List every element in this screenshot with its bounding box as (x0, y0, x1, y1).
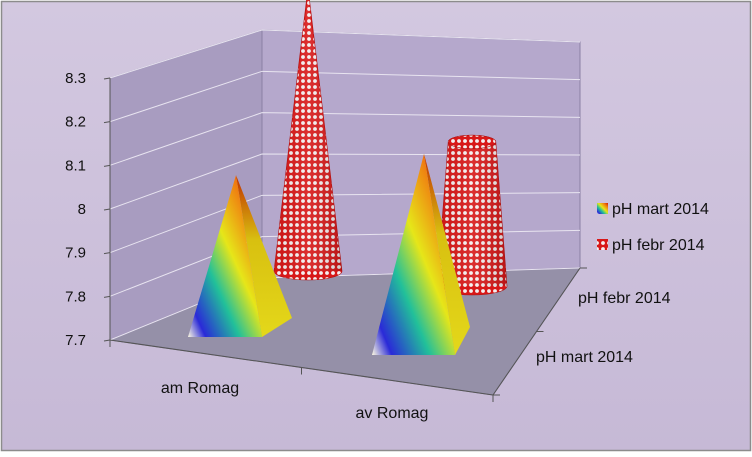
y-tick-mark (103, 77, 111, 80)
y-tick-mark (103, 295, 111, 298)
depth-category-label: pH febr 2014 (578, 290, 671, 307)
legend-swatch (597, 203, 608, 214)
x-category-label: am Romag (161, 380, 239, 397)
pyramid-mark (188, 175, 292, 337)
y-gridline (109, 112, 581, 166)
legend-item: pH febr 2014 (597, 237, 705, 254)
y-tick-label: 8.3 (65, 70, 86, 87)
y-tick-mark (103, 339, 111, 342)
y-tick-label: 8.2 (65, 114, 86, 131)
cone-mark (436, 134, 508, 296)
y-tick-label: 7.8 (65, 288, 86, 305)
depth-category-label: pH mart 2014 (536, 349, 633, 366)
y-tick-mark (103, 208, 111, 211)
y-tick-mark (103, 164, 111, 167)
y-gridline (109, 70, 581, 123)
y-tick-label: 7.9 (65, 245, 86, 262)
legend: pH mart 2014 pH febr 2014 (597, 201, 709, 254)
x-category-label: av Romag (356, 405, 429, 422)
y-tick-mark (103, 121, 111, 124)
cone-mark (273, 0, 343, 281)
legend-swatch (597, 239, 608, 250)
legend-item: pH mart 2014 (597, 201, 709, 218)
y-tick-label: 8.1 (65, 157, 86, 174)
legend-label: pH mart 2014 (612, 201, 709, 218)
y-tick-mark (103, 252, 111, 255)
y-gridline (109, 29, 581, 79)
y-tick-label: 8 (78, 201, 86, 218)
pyramid-mark (372, 153, 470, 355)
legend-label: pH febr 2014 (612, 237, 705, 254)
y-tick-label: 7.7 (65, 332, 86, 349)
